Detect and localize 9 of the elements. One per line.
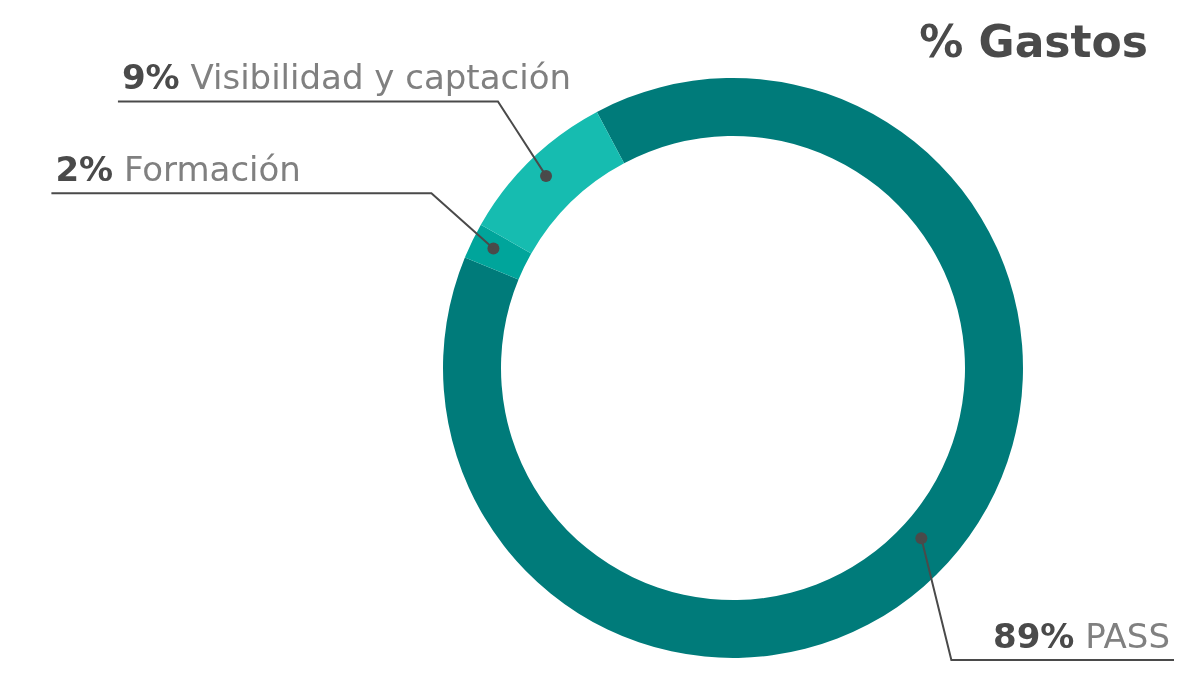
data-label: 89%: [993, 616, 1075, 656]
donut-slice: [464, 224, 532, 280]
data-label: 2%: [55, 149, 114, 190]
slice-label: Visibilidad y captación: [179, 57, 572, 98]
slice-label: Formación: [113, 149, 301, 190]
chart-title: % Gastos: [919, 16, 1148, 67]
slice-label: PASS: [1074, 616, 1170, 656]
data-label: 9%: [121, 57, 180, 98]
donut-slice: [480, 111, 625, 254]
